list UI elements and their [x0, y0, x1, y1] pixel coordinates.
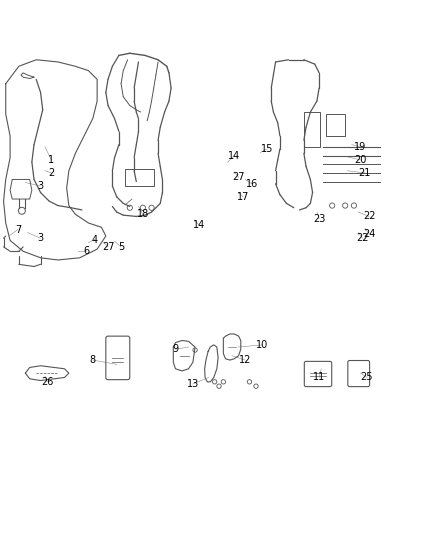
Text: 10: 10	[256, 340, 268, 350]
Text: 15: 15	[261, 144, 273, 154]
Text: 2: 2	[48, 168, 55, 178]
Text: 12: 12	[239, 355, 251, 365]
Text: 20: 20	[354, 155, 367, 165]
Text: 27: 27	[232, 172, 245, 182]
Text: 11: 11	[313, 373, 325, 383]
Text: 16: 16	[246, 179, 258, 189]
Text: 5: 5	[118, 242, 124, 252]
Text: 22: 22	[357, 233, 369, 243]
Text: 22: 22	[363, 212, 375, 221]
Text: 25: 25	[361, 373, 373, 383]
Text: 14: 14	[228, 150, 240, 160]
Bar	[125, 168, 154, 186]
Bar	[304, 112, 321, 147]
Text: 18: 18	[137, 209, 149, 219]
Bar	[325, 114, 345, 136]
Text: 23: 23	[313, 214, 325, 224]
Text: 13: 13	[187, 379, 199, 389]
Text: 6: 6	[83, 246, 89, 256]
Text: 1: 1	[48, 155, 54, 165]
Text: 24: 24	[363, 229, 375, 239]
Text: 14: 14	[193, 220, 205, 230]
Text: 17: 17	[237, 192, 249, 202]
Text: 9: 9	[173, 344, 179, 354]
Text: 21: 21	[359, 168, 371, 178]
Text: 26: 26	[41, 377, 53, 387]
Text: 3: 3	[38, 233, 44, 243]
Text: 3: 3	[38, 181, 44, 191]
Text: 19: 19	[354, 142, 367, 152]
Text: 4: 4	[92, 235, 98, 245]
Text: 27: 27	[102, 242, 114, 252]
Text: 8: 8	[90, 355, 96, 365]
Text: 7: 7	[15, 224, 21, 235]
